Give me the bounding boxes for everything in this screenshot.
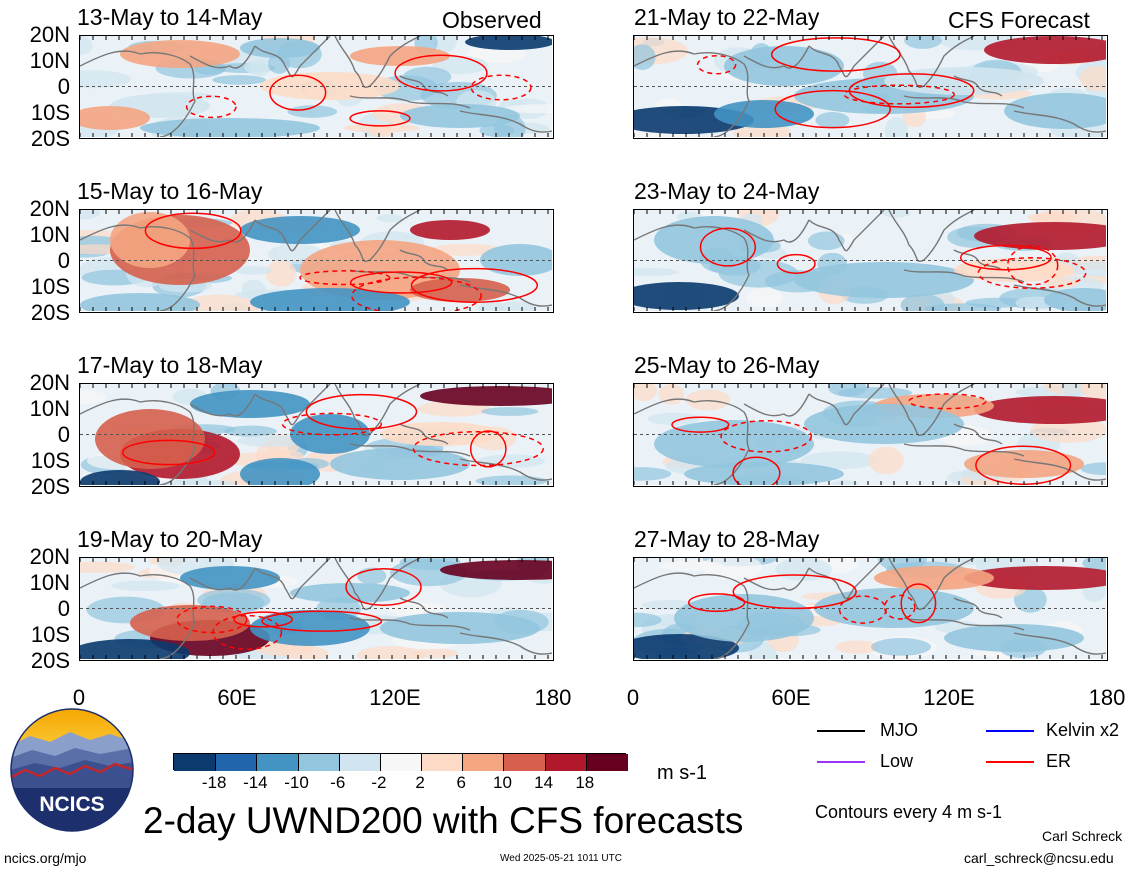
latitude-label: 10S — [30, 100, 70, 125]
latitude-label: 10N — [29, 396, 70, 421]
kelvin-line-swatch — [986, 730, 1034, 732]
colorbar-swatch — [256, 754, 299, 771]
anomaly-map — [80, 36, 552, 137]
longitude-label: 180 — [534, 685, 572, 710]
colorbar-tick-label: -18 — [201, 773, 227, 792]
colorbar-tick-label: -14 — [243, 773, 268, 792]
colorbar-swatch — [421, 754, 464, 771]
map-panel-observed-3 — [79, 383, 554, 487]
longitude-label: 60E — [771, 685, 811, 710]
legend-kelvin: Kelvin x2 — [1046, 720, 1120, 740]
legend-low: Low — [880, 751, 914, 771]
longitude-label: 120E — [923, 685, 975, 710]
forecast-label: CFS Forecast — [948, 7, 1090, 33]
panel-title: 21-May to 22-May — [634, 4, 820, 30]
ncics-logo: NCICS — [10, 708, 134, 832]
map-panel-forecast-3 — [633, 383, 1108, 487]
anomaly-map — [634, 558, 1106, 659]
colorbar-tick-label: -2 — [371, 773, 387, 792]
latitude-label: 20N — [29, 370, 70, 395]
low-line-swatch — [817, 761, 865, 763]
colorbar-swatch — [585, 754, 628, 771]
latitude-label: 0 — [57, 248, 70, 273]
latitude-label: 20N — [29, 544, 70, 569]
footer-author: Carl Schreck — [1042, 828, 1123, 844]
map-panel-forecast-1 — [633, 35, 1108, 139]
longitude-label: 60E — [217, 685, 257, 710]
latitude-label: 20S — [30, 126, 70, 151]
latitude-label: 0 — [57, 422, 70, 447]
legend-mjo: MJO — [880, 720, 918, 740]
colorbar-tick-label: 2 — [415, 773, 425, 792]
map-panel-observed-1 — [79, 35, 554, 139]
footer-url: ncics.org/mjo — [4, 850, 87, 866]
colorbar-swatch — [215, 754, 258, 771]
anomaly-map — [634, 210, 1106, 311]
colorbar-swatch — [379, 754, 423, 771]
colorbar — [173, 753, 628, 771]
longitude-label: 120E — [369, 685, 421, 710]
logo-text: NCICS — [39, 793, 104, 816]
footer-email: carl_schreck@ncsu.edu — [964, 850, 1114, 866]
observed-label: Observed — [442, 7, 542, 33]
map-panel-observed-2 — [79, 209, 554, 313]
colorbar-swatch — [503, 754, 546, 771]
panel-title: 25-May to 26-May — [634, 352, 820, 378]
map-panel-observed-4 — [79, 557, 554, 661]
ncics-logo-icon: NCICS — [10, 708, 134, 832]
panel-title: 23-May to 24-May — [634, 178, 820, 204]
latitude-label: 10N — [29, 570, 70, 595]
map-panel-forecast-2 — [633, 209, 1108, 313]
anomaly-map — [80, 384, 552, 485]
latitude-label: 10S — [30, 274, 70, 299]
colorbar-swatch — [174, 754, 217, 771]
panel-title: 19-May to 20-May — [77, 526, 263, 552]
anomaly-map — [80, 558, 552, 659]
mjo-line-swatch — [817, 730, 865, 732]
latitude-label: 10N — [29, 222, 70, 247]
latitude-label: 20N — [29, 22, 70, 47]
colorbar-tick-label: 10 — [492, 773, 512, 792]
longitude-label: 180 — [1088, 685, 1126, 710]
er-line-swatch — [986, 761, 1034, 763]
panel-title: 15-May to 16-May — [77, 178, 263, 204]
panel-title: 27-May to 28-May — [634, 526, 820, 552]
colorbar-swatch — [462, 754, 505, 771]
latitude-label: 20S — [30, 648, 70, 673]
legend-er: ER — [1046, 751, 1072, 771]
latitude-label: 20S — [30, 300, 70, 325]
latitude-label: 0 — [57, 74, 70, 99]
colorbar-tick-label: 18 — [575, 773, 595, 792]
panel-title: 13-May to 14-May — [77, 4, 263, 30]
colorbar-swatch — [338, 754, 381, 771]
anomaly-map — [634, 384, 1106, 485]
colorbar-tick-label: 6 — [456, 773, 466, 792]
map-panel-forecast-4 — [633, 557, 1108, 661]
colorbar-tick-label: -6 — [330, 773, 346, 792]
panel-title: 17-May to 18-May — [77, 352, 263, 378]
latitude-label: 20N — [29, 196, 70, 221]
anomaly-map — [634, 36, 1106, 137]
main-title: 2-day UWND200 with CFS forecasts — [143, 800, 744, 841]
colorbar-swatch — [544, 754, 587, 771]
latitude-label: 10N — [29, 48, 70, 73]
colorbar-tick-label: -10 — [284, 773, 309, 792]
colorbar-units: m s-1 — [657, 762, 707, 784]
latitude-label: 20S — [30, 474, 70, 499]
colorbar-tick-label: 14 — [534, 773, 554, 792]
contour-note: Contours every 4 m s-1 — [815, 802, 1003, 822]
longitude-label: 0 — [626, 685, 640, 710]
latitude-label: 0 — [57, 596, 70, 621]
anomaly-map — [80, 210, 552, 311]
latitude-label: 10S — [30, 622, 70, 647]
latitude-label: 10S — [30, 448, 70, 473]
longitude-label: 0 — [72, 685, 86, 710]
colorbar-swatch — [297, 754, 340, 771]
footer-timestamp: Wed 2025-05-21 1011 UTC — [500, 853, 622, 864]
